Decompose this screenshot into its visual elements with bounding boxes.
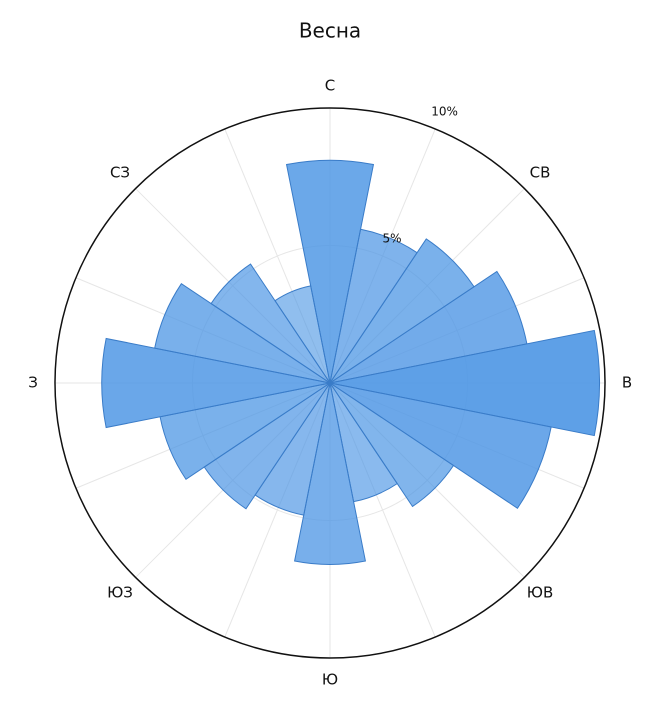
- direction-label: В: [622, 374, 632, 392]
- bar: [329, 382, 455, 508]
- r-tick-label: 5%: [382, 232, 401, 246]
- bar: [329, 382, 552, 509]
- chart-title: Весна: [299, 19, 361, 43]
- direction-label: ЮЗ: [107, 584, 133, 602]
- bar: [285, 159, 375, 384]
- outer-circle: [54, 107, 606, 659]
- direction-label: З: [28, 374, 38, 392]
- bar: [101, 337, 331, 429]
- direction-label: Ю: [322, 671, 338, 689]
- bar: [274, 285, 331, 384]
- direction-label: ЮВ: [527, 584, 553, 602]
- bar: [329, 329, 601, 437]
- bar: [154, 282, 331, 384]
- bar: [210, 263, 331, 384]
- r-tick-label: 10%: [431, 104, 458, 118]
- direction-label: СЗ: [110, 163, 130, 181]
- bar: [294, 382, 366, 565]
- direction-label: С: [325, 77, 335, 95]
- direction-label: СВ: [530, 163, 551, 181]
